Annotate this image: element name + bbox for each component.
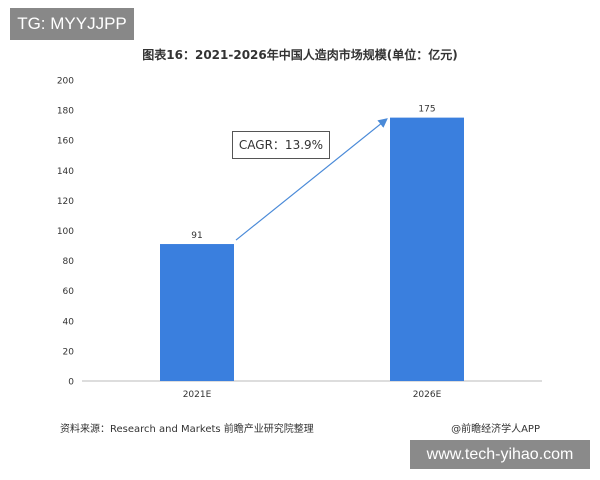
y-tick-label: 160 xyxy=(57,137,74,147)
x-tick-label: 2021E xyxy=(183,390,212,400)
y-tick-label: 80 xyxy=(63,257,75,267)
y-tick-label: 0 xyxy=(68,378,74,388)
data-label: 175 xyxy=(418,105,435,115)
y-tick-label: 200 xyxy=(57,77,74,87)
bar-2021E xyxy=(160,244,234,381)
x-tick-label: 2026E xyxy=(413,390,442,400)
y-tick-label: 20 xyxy=(63,347,75,357)
y-tick-label: 60 xyxy=(63,287,75,297)
y-tick-label: 40 xyxy=(63,317,75,327)
y-tick-label: 180 xyxy=(57,107,74,117)
data-label: 91 xyxy=(191,231,202,241)
watermark-tg-badge: TG: MYYJJPP xyxy=(10,8,134,40)
growth-arrow xyxy=(235,118,388,241)
y-tick-label: 120 xyxy=(57,197,74,207)
y-tick-label: 100 xyxy=(57,227,74,237)
cagr-annotation: CAGR：13.9% xyxy=(232,131,330,159)
source-note: 资料来源：Research and Markets 前瞻产业研究院整理 xyxy=(60,424,314,435)
credit-note: @前瞻经济学人APP xyxy=(451,424,540,435)
watermark-url-badge: www.tech-yihao.com xyxy=(410,440,590,469)
y-tick-label: 140 xyxy=(57,167,74,177)
chart-title: 图表16：2021-2026年中国人造肉市场规模(单位：亿元) xyxy=(142,48,458,62)
bar-2026E xyxy=(390,117,464,381)
